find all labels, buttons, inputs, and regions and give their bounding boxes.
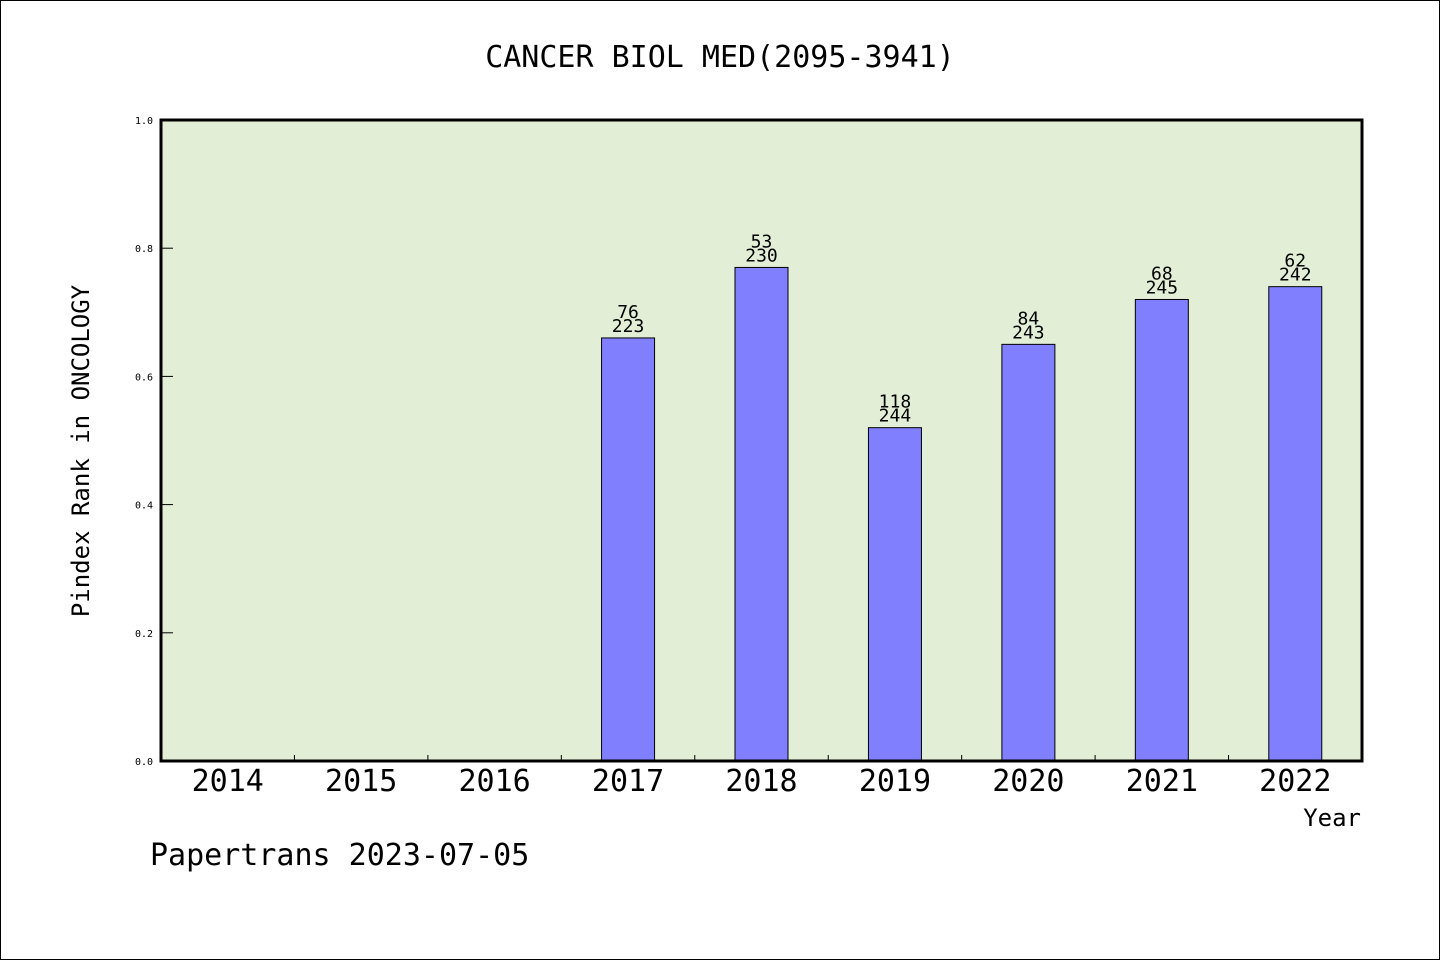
bar: [867, 427, 922, 762]
x-tick-label: 2018: [725, 764, 797, 799]
footer-watermark: Papertrans 2023-07-05: [150, 838, 529, 873]
x-axis-label: Year: [1303, 804, 1361, 832]
bar-rank-label: 84: [1018, 308, 1040, 329]
bar-rank-label: 76: [617, 302, 639, 323]
bar-total-label: 244: [879, 406, 912, 427]
bar-rank-label: 68: [1151, 263, 1173, 284]
y-tick-label: 0.6: [135, 372, 153, 383]
x-tick-label: 2020: [992, 764, 1064, 799]
bar-total-label: 223: [612, 316, 645, 337]
x-tick-label: 2021: [1126, 764, 1198, 799]
plot-border: [159, 118, 1364, 763]
bar-total-label: 242: [1279, 265, 1312, 286]
bar-rank-label: 53: [751, 231, 773, 252]
bar: [1268, 286, 1323, 762]
x-tick-label: 2016: [458, 764, 530, 799]
bar-rank-label: 118: [879, 392, 912, 413]
bar-total-label: 243: [1012, 322, 1045, 343]
bar: [734, 266, 789, 762]
bar: [1001, 343, 1056, 762]
bar-rank-label: 62: [1284, 251, 1306, 272]
bar-total-label: 245: [1146, 277, 1179, 298]
y-tick-label: 0.4: [135, 501, 153, 512]
x-tick-label: 2014: [192, 764, 264, 799]
bar: [601, 337, 656, 762]
y-axis-label: Pindex Rank in ONCOLOGY: [67, 284, 95, 617]
y-tick-label: 1.0: [135, 116, 153, 127]
y-tick-label: 0.8: [135, 244, 153, 255]
x-tick-label: 2019: [859, 764, 931, 799]
x-tick-label: 2015: [325, 764, 397, 799]
y-tick-label: 0.0: [135, 757, 153, 768]
bar: [1134, 298, 1189, 762]
chart-title: CANCER BIOL MED(2095-3941): [485, 40, 955, 75]
x-tick-label: 2017: [592, 764, 664, 799]
bar-total-label: 230: [745, 245, 778, 266]
x-tick-label: 2022: [1259, 764, 1331, 799]
y-tick-label: 0.2: [135, 629, 153, 640]
